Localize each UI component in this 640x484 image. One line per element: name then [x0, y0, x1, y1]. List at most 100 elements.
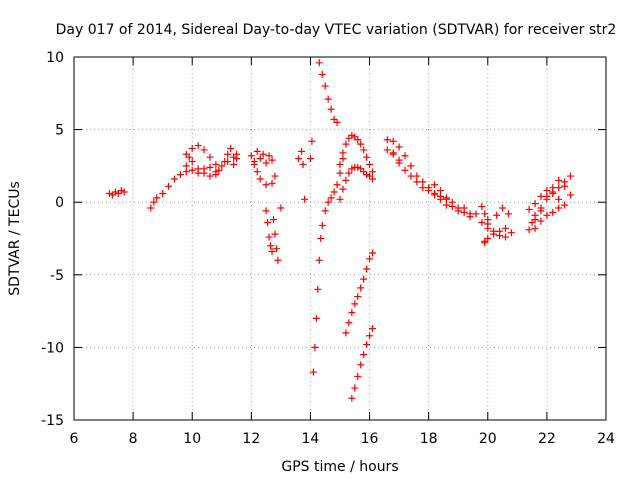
x-tick-label: 8 [129, 431, 138, 447]
data-point [206, 153, 214, 161]
data-point [537, 207, 545, 215]
data-point [270, 216, 277, 224]
data-point [567, 191, 575, 199]
data-point [268, 248, 276, 256]
data-point [170, 175, 178, 183]
data-point [531, 200, 539, 208]
data-point [268, 156, 276, 164]
data-point [339, 185, 347, 193]
data-point [111, 188, 119, 196]
data-point [419, 178, 427, 186]
data-point [354, 136, 362, 144]
data-points-layer [105, 59, 575, 402]
data-point [247, 152, 255, 160]
x-tick-label: 10 [183, 431, 201, 447]
y-tick-label: 10 [46, 50, 64, 66]
data-point [336, 160, 344, 168]
plot-frame [73, 56, 607, 421]
data-point [327, 105, 335, 113]
data-point [339, 149, 347, 157]
data-point [165, 182, 173, 190]
data-point [363, 153, 371, 161]
data-point [206, 172, 214, 180]
data-point [295, 155, 303, 163]
data-point [525, 226, 533, 234]
data-point [537, 192, 545, 200]
data-point [312, 314, 320, 322]
data-point [369, 249, 377, 257]
data-point [262, 181, 270, 189]
x-tick-label: 18 [420, 431, 438, 447]
data-point [413, 172, 421, 180]
data-point [105, 189, 113, 197]
data-point [490, 230, 498, 238]
data-point [366, 332, 374, 340]
data-point [194, 165, 202, 173]
data-point [324, 95, 332, 103]
data-point [401, 166, 409, 174]
data-point [256, 155, 264, 163]
data-point [478, 219, 486, 227]
x-tick-label: 14 [302, 431, 320, 447]
data-point [253, 168, 261, 176]
data-point [271, 230, 279, 238]
data-point [264, 219, 272, 227]
data-point [555, 204, 563, 212]
data-point [218, 162, 226, 170]
data-point [543, 192, 551, 200]
data-point [442, 194, 450, 202]
data-point [342, 176, 350, 184]
data-point [407, 162, 415, 170]
data-point [311, 343, 319, 351]
x-tick-label: 22 [538, 431, 556, 447]
data-point [460, 204, 468, 212]
data-point [357, 361, 365, 369]
data-point [271, 172, 279, 180]
data-point [227, 144, 235, 152]
data-point [147, 204, 155, 212]
data-point [496, 227, 504, 235]
data-point [188, 166, 196, 174]
data-point [120, 188, 128, 196]
y-tick-label: -10 [41, 340, 64, 356]
data-point [309, 368, 317, 376]
data-point [369, 175, 377, 183]
data-point [267, 242, 275, 250]
x-tick-label: 6 [70, 431, 79, 447]
data-point [327, 194, 335, 202]
data-point [298, 147, 306, 155]
data-point [321, 82, 329, 90]
data-point [314, 285, 322, 293]
data-point [265, 152, 273, 160]
data-point [345, 169, 353, 177]
data-point [176, 171, 184, 179]
data-point [250, 160, 258, 168]
data-point [333, 118, 341, 126]
data-point [383, 146, 391, 154]
data-point [555, 184, 563, 192]
data-point [194, 142, 202, 150]
x-tick-label: 24 [597, 431, 615, 447]
data-point [336, 195, 344, 203]
data-point [481, 210, 489, 218]
data-point [363, 265, 371, 273]
data-point [499, 204, 507, 212]
data-point [395, 156, 403, 164]
data-point [301, 195, 309, 203]
data-point [502, 233, 510, 241]
data-point [212, 171, 220, 179]
y-tick-label: -15 [41, 413, 64, 429]
data-point [315, 256, 323, 264]
data-point [308, 137, 316, 145]
data-point [321, 207, 329, 215]
data-point [555, 176, 563, 184]
data-point [360, 351, 368, 359]
data-point [407, 172, 415, 180]
data-point [363, 171, 371, 179]
data-point [383, 136, 391, 144]
data-point [262, 159, 270, 167]
data-point [369, 168, 377, 176]
data-point [493, 211, 501, 219]
